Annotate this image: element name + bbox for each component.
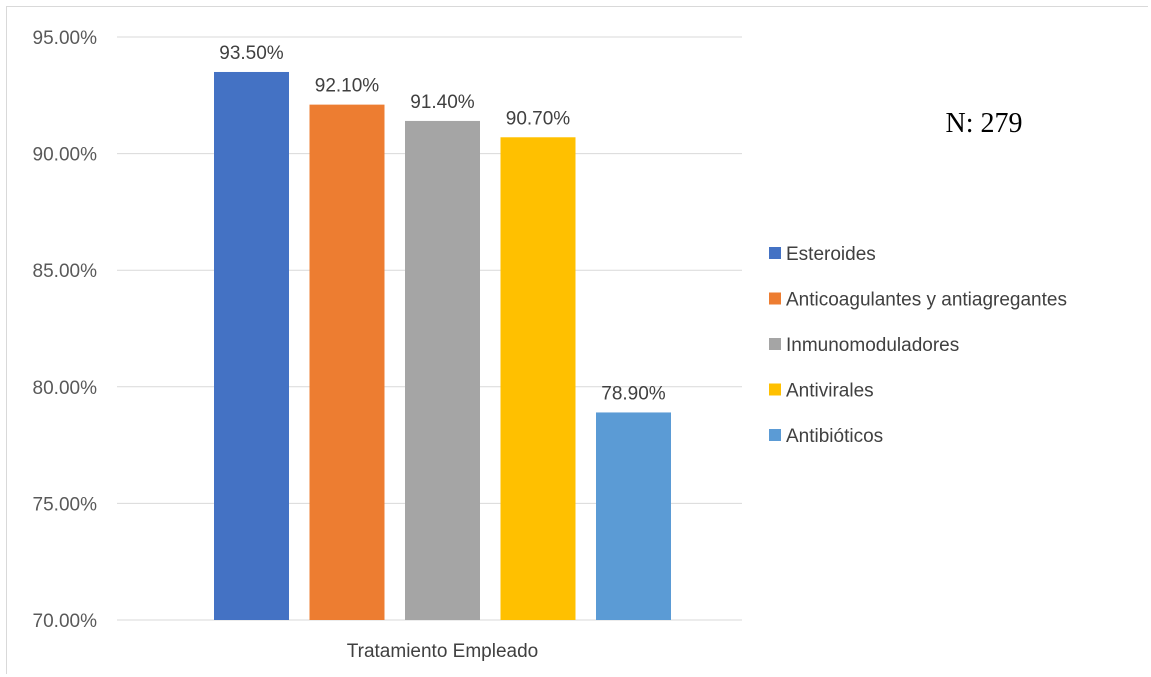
bars: [214, 71, 671, 621]
legend-label-5: Antibióticos: [786, 426, 883, 447]
y-tick-label: 80.00%: [33, 378, 98, 399]
x-category-label: Tratamiento Empleado: [347, 641, 539, 662]
y-tick-label: 90.00%: [33, 145, 98, 166]
bar-2: [309, 104, 385, 621]
y-tick-label: 85.00%: [33, 261, 98, 282]
legend-label-1: Esteroides: [786, 244, 876, 265]
y-tick-label: 95.00%: [33, 28, 98, 49]
data-labels: 93.50% 92.10% 91.40% 90.70% 78.90%: [219, 43, 666, 404]
bar-1: [214, 71, 289, 621]
legend-label-3: Inmunomoduladores: [786, 335, 959, 356]
legend-label-4: Antivirales: [786, 381, 874, 402]
data-label-3: 91.40%: [410, 92, 475, 113]
legend-swatch-2: [769, 292, 781, 305]
chart-frame: [6, 6, 1148, 674]
data-label-2: 92.10%: [315, 76, 380, 97]
bar-5: [596, 412, 671, 620]
legend-swatch-4: [769, 383, 781, 396]
data-label-5: 78.90%: [601, 383, 666, 404]
legend: Esteroides Anticoagulantes y antiagregant…: [769, 244, 1067, 447]
legend-swatch-3: [769, 338, 781, 350]
bar-3: [405, 120, 480, 621]
y-tick-label: 75.00%: [33, 494, 98, 515]
sample-size-annotation: N: 279: [946, 108, 1023, 139]
y-tick-label: 70.00%: [33, 611, 98, 632]
legend-swatch-5: [769, 429, 781, 441]
y-axis-ticks: 70.00% 75.00% 80.00% 85.00% 90.00% 95.00%: [33, 28, 98, 632]
legend-label-2: Anticoagulantes y antiagregantes: [786, 290, 1067, 311]
data-label-1: 93.50%: [219, 43, 284, 64]
legend-swatch-1: [769, 247, 781, 259]
data-label-4: 90.70%: [506, 108, 571, 129]
bar-4: [500, 137, 576, 620]
